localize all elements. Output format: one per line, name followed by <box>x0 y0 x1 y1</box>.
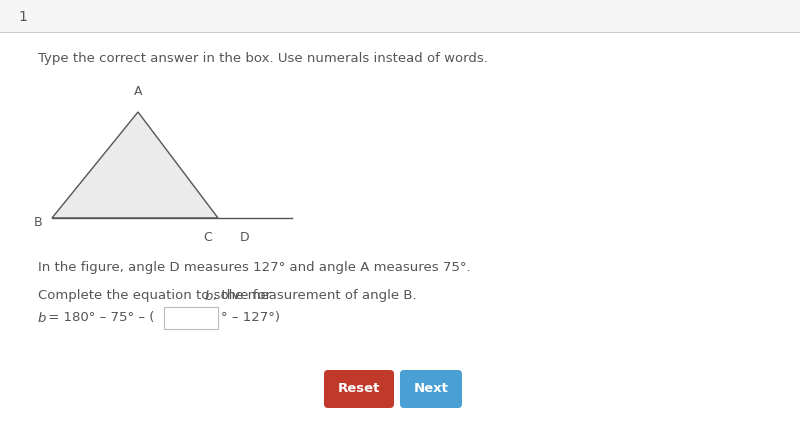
Text: Type the correct answer in the box. Use numerals instead of words.: Type the correct answer in the box. Use … <box>38 51 488 65</box>
Text: b: b <box>205 289 214 303</box>
Text: b: b <box>38 312 46 324</box>
Text: Reset: Reset <box>338 383 380 395</box>
Polygon shape <box>52 112 218 218</box>
Text: , the measurement of angle B.: , the measurement of angle B. <box>213 289 417 303</box>
Text: = 180° – 75° – (: = 180° – 75° – ( <box>44 312 154 324</box>
Text: B: B <box>34 216 42 229</box>
Text: Complete the equation to solve for: Complete the equation to solve for <box>38 289 275 303</box>
Text: A: A <box>134 85 142 98</box>
Text: ° – 127°): ° – 127°) <box>221 312 280 324</box>
Text: D: D <box>240 231 250 244</box>
FancyBboxPatch shape <box>400 370 462 408</box>
Text: In the figure, angle D measures 127° and angle A measures 75°.: In the figure, angle D measures 127° and… <box>38 262 470 274</box>
Text: C: C <box>203 231 212 244</box>
FancyBboxPatch shape <box>0 0 800 32</box>
Text: Next: Next <box>414 383 449 395</box>
FancyBboxPatch shape <box>324 370 394 408</box>
FancyBboxPatch shape <box>0 32 800 428</box>
Text: 1: 1 <box>18 10 27 24</box>
FancyBboxPatch shape <box>164 307 218 329</box>
